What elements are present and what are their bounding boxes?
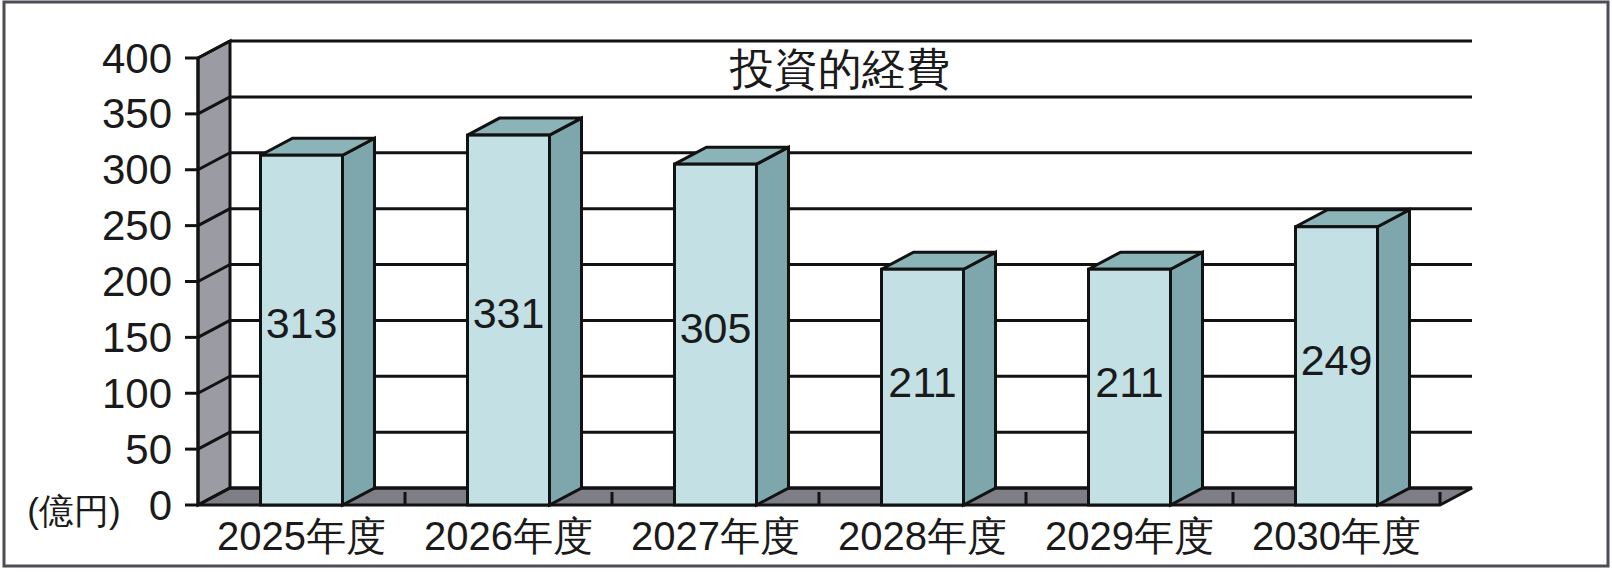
investment-expenses-3d-bar-chart: 313 331 305 211 211 249 0 50 100 150 200 250 300 350 4… xyxy=(0,0,1612,572)
bar-2027年度: 305 xyxy=(675,147,789,505)
x-category-label: 2026年度 xyxy=(424,514,593,558)
chart-floor xyxy=(198,488,1472,505)
bar-value-label: 249 xyxy=(1301,336,1373,384)
bar-value-label: 313 xyxy=(266,299,338,347)
bar-side-face xyxy=(1171,252,1203,505)
chart-title: 投資的経費 xyxy=(729,44,950,93)
x-category-label: 2028年度 xyxy=(838,514,1007,558)
chart-figure: 313 331 305 211 211 249 0 50 100 150 200 250 300 350 4… xyxy=(0,0,1612,572)
x-category-label: 2025年度 xyxy=(217,514,386,558)
x-category-label: 2027年度 xyxy=(631,514,800,558)
x-category-label: 2029年度 xyxy=(1045,514,1214,558)
y-tick-label: 250 xyxy=(102,202,172,249)
y-tick-label: 300 xyxy=(102,146,172,193)
bar-side-face xyxy=(757,147,789,505)
y-tick-label: 200 xyxy=(102,258,172,305)
bar-value-label: 211 xyxy=(1095,358,1164,406)
y-tick-label: 350 xyxy=(102,90,172,137)
bar-2025年度: 313 xyxy=(261,138,375,505)
bar-2026年度: 331 xyxy=(468,118,582,505)
y-tick-label: 400 xyxy=(102,35,172,82)
bar-2029年度: 211 xyxy=(1089,252,1203,505)
bar-value-label: 305 xyxy=(680,304,752,352)
y-axis-unit-label: (億円) xyxy=(27,491,120,530)
bar-value-label: 331 xyxy=(473,289,545,337)
y-tick-label: 50 xyxy=(125,426,172,473)
bar-2030年度: 249 xyxy=(1296,210,1410,505)
bar-side-face xyxy=(343,138,375,505)
bar-side-face xyxy=(550,118,582,505)
bar-value-label: 211 xyxy=(888,358,957,406)
y-tick-label: 0 xyxy=(149,482,172,529)
bar-side-face xyxy=(1378,210,1410,505)
y-tick-label: 100 xyxy=(102,370,172,417)
x-category-label: 2030年度 xyxy=(1252,514,1421,558)
y-tick-label: 150 xyxy=(102,314,172,361)
bar-side-face xyxy=(964,252,996,505)
bar-2028年度: 211 xyxy=(882,252,996,505)
